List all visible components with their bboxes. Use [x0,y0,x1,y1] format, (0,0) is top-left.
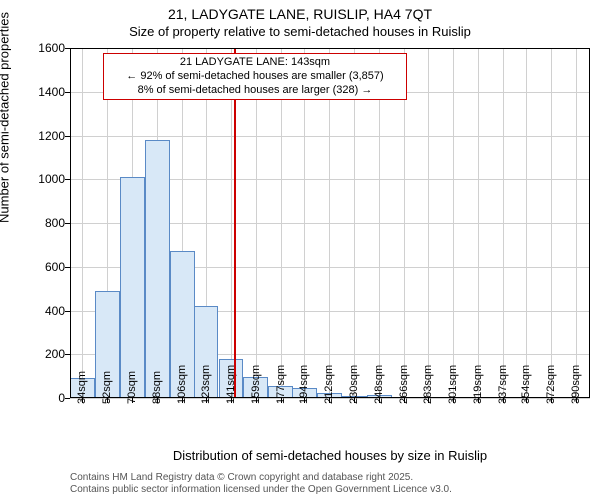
gridline-v [256,48,257,398]
ytick-mark [65,267,70,268]
gridline-v [428,48,429,398]
gridline-v [478,48,479,398]
histogram-chart: 21, LADYGATE LANE, RUISLIP, HA4 7QT Size… [0,0,600,500]
chart-subtitle: Size of property relative to semi-detach… [0,24,600,39]
ytick-label: 1600 [15,41,65,55]
annotation-line: ← 92% of semi-detached houses are smalle… [110,70,400,84]
ytick-mark [65,311,70,312]
ytick-mark [65,136,70,137]
attribution-line-2: Contains public sector information licen… [70,484,452,496]
x-axis-label: Distribution of semi-detached houses by … [70,448,590,463]
gridline-v [576,48,577,398]
reference-line [234,48,236,398]
plot-area [70,48,590,398]
ytick-label: 400 [15,304,65,318]
ytick-label: 1400 [15,85,65,99]
ytick-mark [65,223,70,224]
annotation-line: 21 LADYGATE LANE: 143sqm [110,56,400,70]
gridline-v [503,48,504,398]
ytick-mark [65,92,70,93]
gridline-v [231,48,232,398]
y-axis-label: Number of semi-detached properties [0,12,12,223]
ytick-label: 1000 [15,172,65,186]
ytick-label: 600 [15,260,65,274]
gridline-v [304,48,305,398]
gridline-v [354,48,355,398]
histogram-bar [145,140,170,398]
ytick-mark [65,398,70,399]
gridline-v [551,48,552,398]
chart-title: 21, LADYGATE LANE, RUISLIP, HA4 7QT [0,6,600,22]
attribution-line-1: Contains HM Land Registry data © Crown c… [70,472,452,484]
ytick-mark [65,354,70,355]
ytick-label: 1200 [15,129,65,143]
gridline-v [526,48,527,398]
ytick-mark [65,48,70,49]
ytick-label: 800 [15,216,65,230]
ytick-label: 200 [15,347,65,361]
gridline-v [404,48,405,398]
attribution-text: Contains HM Land Registry data © Crown c… [70,472,452,496]
annotation-line: 8% of semi-detached houses are larger (3… [110,84,400,98]
gridline-v [453,48,454,398]
ytick-mark [65,179,70,180]
gridline-v [379,48,380,398]
histogram-bar [120,177,145,398]
gridline-v [82,48,83,398]
annotation-box: 21 LADYGATE LANE: 143sqm← 92% of semi-de… [103,53,407,100]
ytick-label: 0 [15,391,65,405]
gridline-v [329,48,330,398]
gridline-v [281,48,282,398]
